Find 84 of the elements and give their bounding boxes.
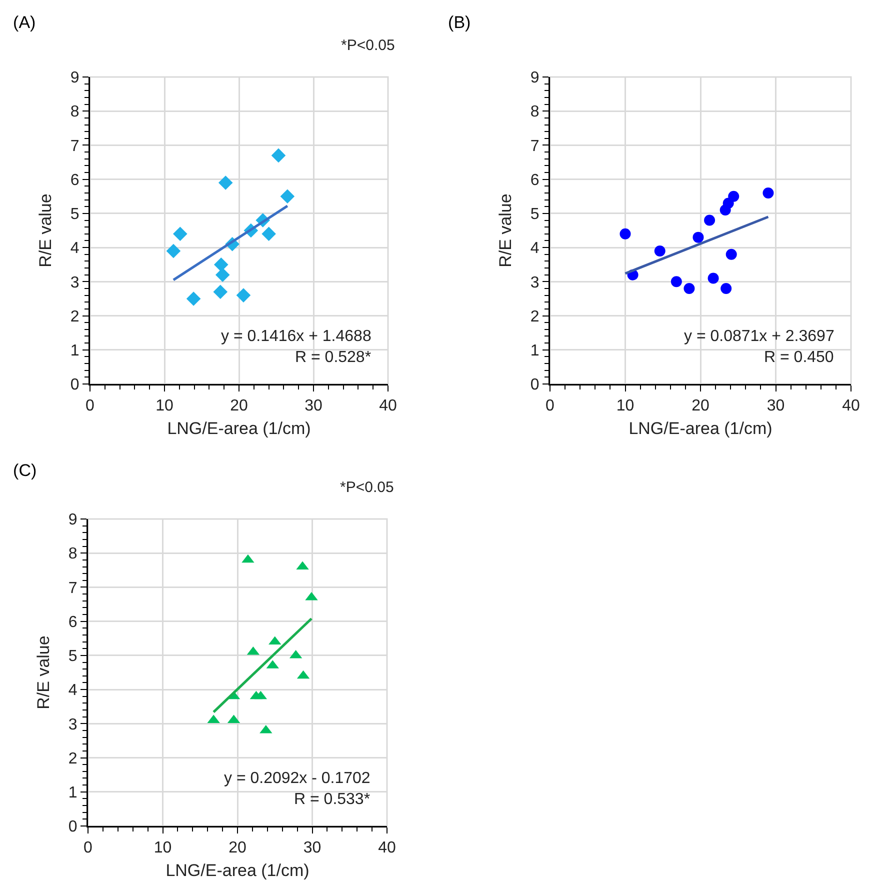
annotation: y = 0.0871x + 2.3697 — [684, 328, 834, 345]
point — [173, 226, 188, 242]
point — [708, 272, 719, 284]
y-axis-title: R/E value — [496, 194, 516, 268]
y-tick-label: 9 — [530, 70, 540, 87]
y-tick-label: 1 — [530, 342, 540, 360]
y-tick-label: 6 — [70, 172, 80, 189]
chart-title: (A) — [13, 12, 36, 32]
x-tick-label: 40 — [842, 398, 860, 415]
x-tick-label: 20 — [228, 840, 246, 857]
point — [684, 282, 695, 294]
y-tick-label: 5 — [70, 206, 80, 224]
y-tick-label: 4 — [530, 240, 540, 258]
y-tick-label: 0 — [530, 376, 540, 394]
y-tick-label: 3 — [68, 716, 78, 734]
point — [654, 245, 666, 256]
y-tick-label: 9 — [70, 70, 80, 87]
point — [704, 214, 716, 226]
y-tick-label: 2 — [530, 308, 540, 326]
text: *P<0.05 — [341, 37, 395, 54]
x-tick-label: 40 — [378, 840, 396, 857]
x-tick-label: 20 — [230, 398, 248, 415]
point — [218, 176, 233, 190]
annotation: y = 0.2092x - 0.1702 — [224, 770, 370, 787]
y-tick-label: 2 — [68, 750, 78, 768]
point — [262, 226, 276, 242]
annotation: y = 0.1416x + 1.4688 — [221, 328, 372, 345]
point — [762, 187, 774, 198]
y-tick-label: 5 — [68, 648, 78, 666]
y-axis-title: R/E value — [36, 194, 56, 268]
y-tick-label: 0 — [70, 376, 80, 394]
y-tick-label: 8 — [68, 546, 78, 563]
chart-title: (B) — [448, 12, 471, 32]
y-tick-label: 3 — [530, 274, 540, 292]
annotation: R = 0.533* — [294, 791, 370, 808]
x-tick-label: 10 — [156, 398, 174, 415]
point — [728, 190, 740, 202]
point — [670, 276, 682, 288]
x-tick-label: 0 — [86, 398, 95, 415]
y-tick-label: 9 — [68, 512, 78, 529]
chart-title: (C) — [13, 460, 37, 480]
x-tick-label: 0 — [84, 840, 93, 857]
x-tick-label: 30 — [766, 398, 785, 415]
y-tick-label: 0 — [68, 818, 78, 836]
point — [620, 228, 631, 240]
y-tick-label: 7 — [530, 138, 540, 155]
x-tick-label: 30 — [304, 398, 322, 415]
x-axis-title: LNG/E-area (1/cm) — [166, 860, 310, 880]
point — [720, 282, 732, 294]
y-tick-label: 5 — [530, 206, 540, 224]
point — [236, 288, 251, 302]
y-tick-label: 6 — [530, 172, 540, 189]
y-tick-label: 1 — [68, 784, 78, 802]
point — [186, 292, 201, 306]
x-axis-title: LNG/E-area (1/cm) — [167, 418, 311, 438]
annotation: R = 0.450 — [764, 349, 834, 366]
point — [271, 148, 286, 163]
y-tick-label: 7 — [68, 580, 78, 597]
annotation: R = 0.528* — [295, 349, 372, 366]
point — [692, 232, 704, 243]
y-tick-label: 2 — [70, 308, 80, 326]
x-tick-label: 10 — [154, 840, 172, 857]
point — [214, 257, 228, 272]
point — [280, 189, 295, 204]
x-tick-label: 10 — [616, 398, 634, 415]
x-tick-label: 20 — [692, 398, 710, 415]
y-tick-label: 7 — [70, 138, 80, 155]
point — [166, 244, 181, 258]
y-tick-label: 6 — [68, 614, 78, 631]
y-tick-label: 4 — [70, 240, 80, 258]
y-tick-label: 4 — [68, 682, 78, 700]
point — [213, 284, 228, 300]
y-tick-label: 8 — [70, 104, 80, 121]
x-tick-label: 40 — [379, 398, 397, 415]
y-axis-title: R/E value — [34, 636, 54, 710]
y-tick-label: 3 — [70, 274, 80, 292]
text: *P<0.05 — [340, 479, 394, 496]
x-tick-label: 30 — [303, 840, 322, 857]
point — [215, 268, 230, 282]
x-tick-label: 0 — [546, 398, 555, 415]
y-tick-label: 8 — [530, 104, 540, 121]
point — [726, 248, 737, 260]
x-axis-title: LNG/E-area (1/cm) — [628, 418, 772, 438]
y-tick-label: 1 — [70, 342, 80, 360]
